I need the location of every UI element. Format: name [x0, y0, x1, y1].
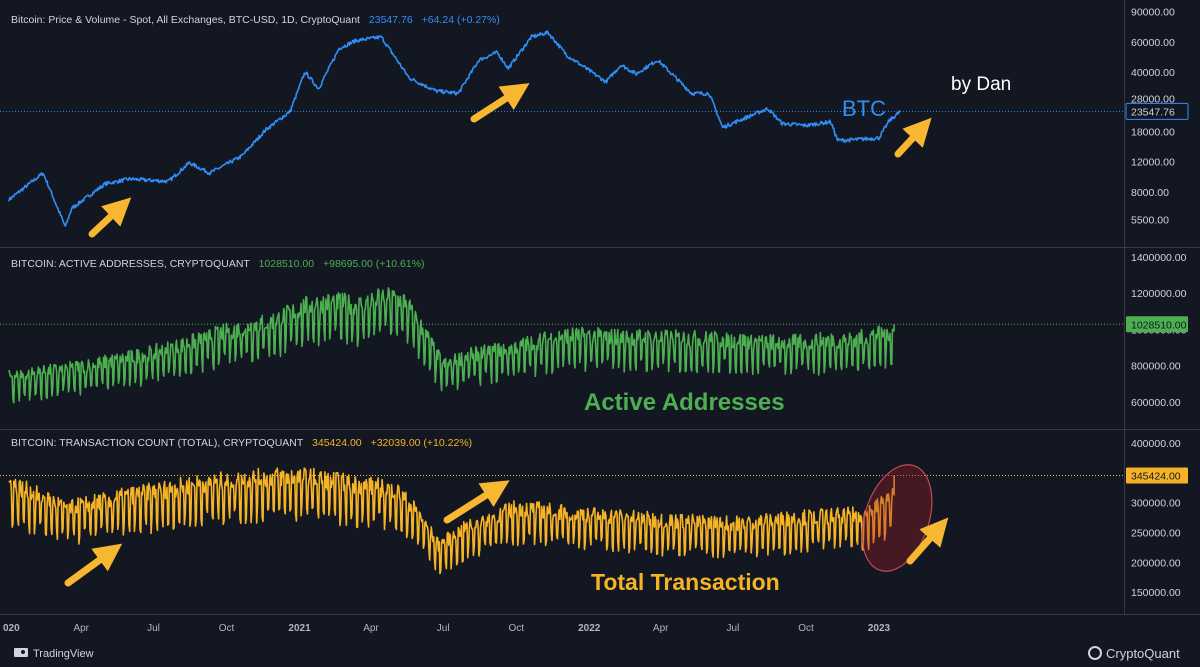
- arrow-up-icon: [443, 480, 510, 524]
- x-tick-label: Jul: [727, 623, 740, 634]
- tx-series-line: [8, 467, 895, 575]
- x-tick-label: Jul: [437, 623, 450, 634]
- arrow-up-icon: [894, 117, 932, 158]
- x-tick-label: 2023: [868, 623, 891, 634]
- tradingview-icon: [14, 648, 28, 657]
- x-tick-label: Oct: [798, 623, 814, 634]
- y-tick-label: 8000.00: [1131, 187, 1169, 199]
- y-tick-label: 18000.00: [1131, 126, 1175, 138]
- y-tick-label: 600000.00: [1131, 397, 1181, 409]
- btc-legend-last: 23547.76: [369, 14, 413, 26]
- tx-legend-title: BITCOIN: TRANSACTION COUNT (TOTAL), CRYP…: [11, 437, 304, 449]
- y-tick-label: 28000.00: [1131, 94, 1175, 106]
- total-transaction-annotation: Total Transaction: [591, 569, 780, 595]
- footer-bar: [0, 642, 1200, 667]
- tx-last-value-label: 345424.00: [1131, 471, 1181, 483]
- tradingview-label: TradingView: [33, 648, 94, 660]
- x-tick-label: Oct: [508, 623, 524, 634]
- arrow-up-icon: [906, 517, 949, 565]
- y-tick-label: 800000.00: [1131, 361, 1181, 373]
- btc-annotation: BTC: [842, 96, 886, 121]
- y-tick-label: 1200000.00: [1131, 288, 1187, 300]
- cryptoquant-logo: CryptoQuant: [1088, 646, 1180, 661]
- arrow-up-icon: [470, 83, 530, 123]
- cryptoquant-label: CryptoQuant: [1106, 646, 1180, 661]
- y-tick-label: 200000.00: [1131, 557, 1181, 569]
- y-tick-label: 5500.00: [1131, 215, 1169, 227]
- y-tick-label: 150000.00: [1131, 587, 1181, 599]
- x-tick-label: Jul: [147, 623, 160, 634]
- x-tick-label: Apr: [653, 623, 669, 634]
- y-tick-label: 90000.00: [1131, 7, 1175, 19]
- y-tick-label: 60000.00: [1131, 37, 1175, 49]
- x-tick-label: 2022: [578, 623, 601, 634]
- transaction-count-panel[interactable]: 400000.00350000.00300000.00250000.002000…: [0, 438, 1188, 599]
- y-tick-label: 250000.00: [1131, 527, 1181, 539]
- tx-last-value-badge: [1126, 467, 1188, 484]
- cryptoquant-icon: [1088, 646, 1102, 660]
- btc-legend-change: +64.24 (+0.27%): [422, 14, 500, 26]
- y-tick-label: 12000.00: [1131, 157, 1175, 169]
- active-series-line: [8, 287, 895, 404]
- btc-series-line: [8, 30, 901, 227]
- active-legend-change: +98695.00 (+10.61%): [323, 258, 425, 270]
- y-tick-label: 300000.00: [1131, 498, 1181, 510]
- btc-last-value-badge: [1125, 102, 1189, 120]
- time-axis[interactable]: 020 Apr Jul Oct 2021 Apr Jul Oct 2022 Apr Jul Oct 20…: [3, 623, 891, 634]
- trend-arrows: [64, 83, 949, 587]
- active-legend-last: 1028510.00: [259, 258, 315, 270]
- active-addresses-panel[interactable]: 1400000.001200000.001000000.00800000.006…: [0, 252, 1188, 409]
- x-tick-label: Apr: [73, 623, 89, 634]
- btc-price-panel[interactable]: 90000.00 60000.00 40000.00 28000.00 18000.00…: [0, 7, 1189, 227]
- x-tick-label: Apr: [363, 623, 379, 634]
- active-addresses-annotation: Active Addresses: [584, 389, 785, 416]
- x-tick-label: Oct: [219, 623, 235, 634]
- tradingview-logo: TradingView: [14, 648, 94, 660]
- btc-legend-title: Bitcoin: Price & Volume - Spot, All Exch…: [11, 14, 360, 26]
- arrow-up-icon: [64, 543, 123, 587]
- active-last-value-badge: [1126, 316, 1188, 333]
- x-tick-label: 020: [3, 623, 20, 634]
- y-tick-label: 1400000.00: [1131, 252, 1187, 264]
- y-tick-label: 400000.00: [1131, 438, 1181, 450]
- tx-legend: BITCOIN: TRANSACTION COUNT (TOTAL), CRYP…: [11, 437, 472, 449]
- active-last-value-label: 1028510.00: [1131, 319, 1187, 331]
- btc-last-value-label: 23547.76: [1131, 106, 1175, 118]
- active-legend-title: BITCOIN: ACTIVE ADDRESSES, CRYPTOQUANT: [11, 258, 250, 270]
- author-annotation: by Dan: [951, 74, 1011, 95]
- arrow-up-icon: [88, 197, 132, 238]
- btc-legend: Bitcoin: Price & Volume - Spot, All Exch…: [11, 14, 500, 26]
- tx-legend-change: +32039.00 (+10.22%): [371, 437, 473, 449]
- x-tick-label: 2021: [288, 623, 311, 634]
- tx-legend-last: 345424.00: [312, 437, 362, 449]
- active-legend: BITCOIN: ACTIVE ADDRESSES, CRYPTOQUANT 1…: [11, 258, 425, 270]
- y-tick-label: 40000.00: [1131, 67, 1175, 79]
